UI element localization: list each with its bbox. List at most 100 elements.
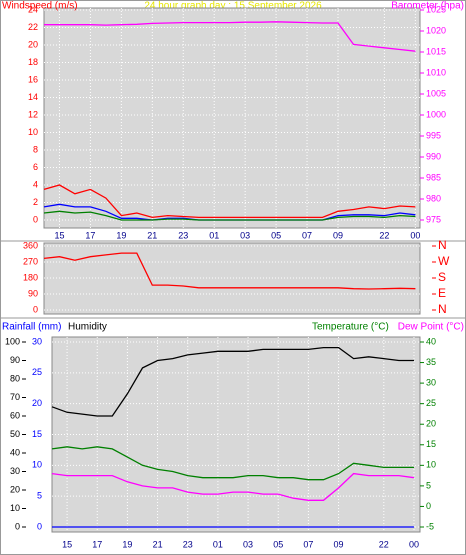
y-tick-label: 22 [28, 22, 38, 32]
y2-tick-label: 35 [426, 357, 436, 367]
y2-tick-label: 15 [426, 439, 436, 449]
x-tick-label: 15 [54, 230, 64, 240]
y2-tick-label: 990 [426, 151, 441, 161]
y2-tick-label: 1000 [426, 109, 446, 119]
y-tick-label: 180 [23, 272, 38, 282]
legend-label: Temperature (°C) [312, 322, 389, 333]
chart-title: 24 hour graph day : 15 September 2026 [144, 1, 322, 12]
x-tick-label: 22 [379, 539, 389, 549]
y2-tick-label: N [438, 302, 447, 316]
y-tick-label: 10 [28, 127, 38, 137]
legend-label: Rainfall (mm) [2, 322, 61, 333]
y3-tick-label: 40 [10, 447, 20, 457]
y-tick-label: 24 [28, 4, 38, 14]
x-tick-label: 05 [273, 539, 283, 549]
y-tick-label: 5 [37, 491, 42, 501]
legend-label: Windspeed (m/s) [2, 1, 78, 12]
series-line [44, 21, 416, 52]
y2-tick-label: 0 [426, 501, 431, 511]
y3-tick-label: 0 [15, 521, 20, 531]
y3-tick-label: 90 [10, 355, 20, 365]
y3-tick-label: 80 [10, 373, 20, 383]
y-tick-label: 90 [28, 288, 38, 298]
y3-tick-label: 70 [10, 392, 20, 402]
plot-area [43, 242, 421, 315]
x-tick-label: 01 [213, 539, 223, 549]
y2-tick-label: 10 [426, 460, 436, 470]
y-tick-label: 10 [32, 460, 42, 470]
y2-tick-label: 985 [426, 172, 441, 182]
x-tick-label: 17 [92, 539, 102, 549]
y-tick-label: 14 [28, 92, 38, 102]
y2-tick-label: 1020 [426, 25, 446, 35]
y-tick-label: 8 [33, 144, 38, 154]
x-tick-label: 05 [271, 230, 281, 240]
y-tick-label: 15 [32, 429, 42, 439]
series-line [51, 346, 414, 417]
y3-tick-label: 60 [10, 410, 20, 420]
y2-tick-label: S [438, 270, 446, 284]
y3-tick-label: 100 [5, 336, 20, 346]
y2-tick-label: 5 [426, 480, 431, 490]
y2-tick-label: -5 [426, 521, 434, 531]
legend-label: Dew Point (°C) [398, 322, 464, 333]
x-tick-label: 21 [153, 539, 163, 549]
x-tick-label: 19 [122, 539, 132, 549]
legend-label: Humidity [68, 322, 107, 333]
y-tick-label: 16 [28, 74, 38, 84]
series-line [51, 446, 414, 481]
series-line [51, 472, 415, 501]
x-tick-label: 03 [243, 539, 253, 549]
x-tick-label: 17 [85, 230, 95, 240]
x-tick-label: 15 [62, 539, 72, 549]
y-tick-label: 20 [32, 398, 42, 408]
y-tick-label: 20 [28, 39, 38, 49]
y2-tick-label: 1005 [426, 88, 446, 98]
x-tick-label: 03 [240, 230, 250, 240]
series-line [43, 252, 416, 290]
x-tick-label: 19 [116, 230, 126, 240]
y3-tick-label: 50 [10, 429, 20, 439]
y2-tick-label: 40 [426, 336, 436, 346]
x-tick-label: 22 [379, 230, 389, 240]
y2-tick-label: 995 [426, 130, 441, 140]
y3-tick-label: 20 [10, 484, 20, 494]
x-tick-label: 07 [303, 539, 313, 549]
y2-tick-label: 1025 [426, 4, 446, 14]
y2-tick-label: 25 [426, 398, 436, 408]
y2-tick-label: N [438, 238, 447, 252]
series-line [43, 184, 416, 219]
x-tick-label: 09 [334, 539, 344, 549]
y2-tick-label: W [438, 254, 450, 268]
legend-label: Barometer (hpa) [391, 1, 464, 12]
x-tick-label: 09 [333, 230, 343, 240]
x-tick-label: 23 [183, 539, 193, 549]
y-tick-label: 25 [32, 367, 42, 377]
y2-tick-label: 975 [426, 214, 441, 224]
y-tick-label: 12 [28, 109, 38, 119]
y-tick-label: 0 [33, 214, 38, 224]
y-tick-label: 4 [33, 179, 38, 189]
y2-tick-label: 30 [426, 377, 436, 387]
x-tick-label: 21 [147, 230, 157, 240]
y-tick-label: 30 [32, 336, 42, 346]
y2-tick-label: 20 [426, 419, 436, 429]
y-tick-label: 270 [23, 256, 38, 266]
y2-tick-label: 1010 [426, 67, 446, 77]
y-tick-label: 360 [23, 240, 38, 250]
y2-tick-label: E [438, 286, 446, 300]
y3-tick-label: 30 [10, 466, 20, 476]
y-tick-label: 18 [28, 57, 38, 67]
series-line [43, 210, 416, 221]
x-tick-label: 01 [209, 230, 219, 240]
x-tick-label: 00 [409, 539, 419, 549]
y2-tick-label: 980 [426, 193, 441, 203]
y-tick-label: 0 [33, 304, 38, 314]
y-tick-label: 6 [33, 162, 38, 172]
x-tick-label: 07 [302, 230, 312, 240]
y-tick-label: 0 [37, 521, 42, 531]
x-tick-label: 00 [410, 230, 420, 240]
y3-tick-label: 10 [10, 503, 20, 513]
y2-tick-label: 1015 [426, 46, 446, 56]
